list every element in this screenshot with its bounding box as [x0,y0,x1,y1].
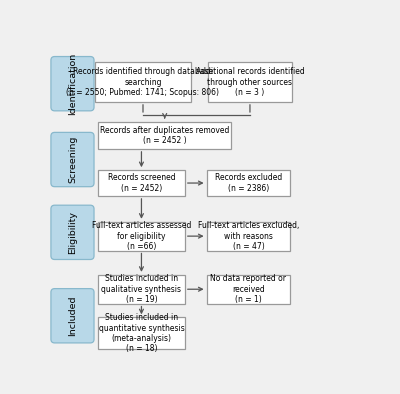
FancyBboxPatch shape [206,222,290,251]
FancyBboxPatch shape [98,317,185,349]
FancyBboxPatch shape [98,170,185,196]
Text: Records excluded
(n = 2386): Records excluded (n = 2386) [215,173,282,193]
Text: No data reported or
received
(n = 1): No data reported or received (n = 1) [210,274,286,304]
Text: Full-text articles excluded,
with reasons
(n = 47): Full-text articles excluded, with reason… [198,221,299,251]
FancyBboxPatch shape [98,222,185,251]
FancyBboxPatch shape [51,289,94,343]
Text: Included: Included [68,296,77,336]
FancyBboxPatch shape [206,275,290,304]
Text: Eligibility: Eligibility [68,211,77,254]
Text: Records screened
(n = 2452): Records screened (n = 2452) [108,173,175,193]
Text: Screening: Screening [68,136,77,183]
Text: Studies included in
quantitative synthesis
(meta-analysis)
(n = 18): Studies included in quantitative synthes… [98,313,184,353]
Text: Studies included in
qualitative synthesis
(n = 19): Studies included in qualitative synthesi… [102,274,182,304]
Text: Identification: Identification [68,52,77,115]
FancyBboxPatch shape [98,275,185,304]
FancyBboxPatch shape [98,122,231,149]
Text: Records identified through database
searching
(n = 2550; Pubmed: 1741; Scopus: 8: Records identified through database sear… [66,67,220,97]
FancyBboxPatch shape [208,63,292,102]
Text: Additional records identified
through other sources
(n = 3 ): Additional records identified through ot… [196,67,304,97]
FancyBboxPatch shape [51,132,94,187]
Text: Records after duplicates removed
(n = 2452 ): Records after duplicates removed (n = 24… [100,126,229,145]
FancyBboxPatch shape [206,170,290,196]
FancyBboxPatch shape [95,63,191,102]
FancyBboxPatch shape [51,205,94,260]
Text: Full-text articles assessed
for eligibility
(n =66): Full-text articles assessed for eligibil… [92,221,191,251]
FancyBboxPatch shape [51,56,94,111]
